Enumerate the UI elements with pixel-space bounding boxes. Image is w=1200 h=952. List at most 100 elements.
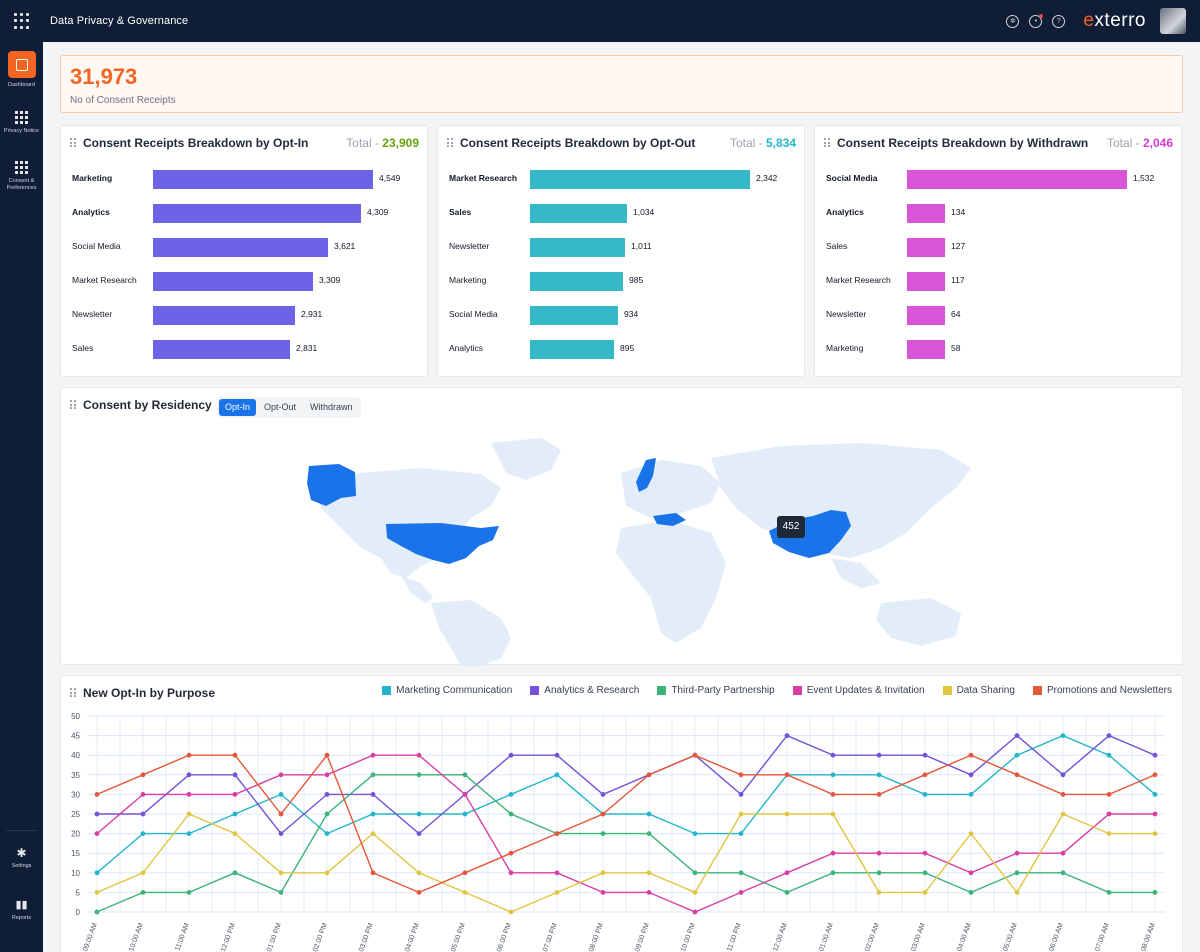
bar[interactable]: [907, 204, 945, 223]
sidebar-item-privacy-notice[interactable]: Privacy Notice: [0, 110, 43, 135]
card-title: Consent Receipts Breakdown by Opt-In: [83, 136, 309, 150]
bar-row[interactable]: Sales 2,831: [72, 340, 422, 359]
sidebar-item-settings[interactable]: ✱ Settings: [0, 847, 43, 870]
apps-grid-icon[interactable]: [14, 13, 30, 29]
bar[interactable]: [153, 272, 313, 291]
data-point: [600, 831, 606, 836]
data-point: [232, 870, 238, 876]
series-line: [96, 754, 1155, 913]
bar-value: 64: [951, 309, 961, 319]
sidebar-item-label: Reports: [11, 915, 32, 921]
bar-row[interactable]: Market Research 2,342: [449, 170, 799, 189]
drag-handle-icon[interactable]: [824, 138, 830, 148]
data-point: [876, 890, 882, 895]
data-point: [876, 752, 882, 758]
data-point: [462, 772, 468, 778]
data-point: [692, 909, 698, 915]
data-point: [462, 890, 468, 895]
data-point: [462, 870, 468, 876]
data-point: [784, 870, 790, 876]
bar-row[interactable]: Newsletter 64: [826, 306, 1176, 325]
tab-opt-out[interactable]: Opt-Out: [264, 402, 297, 412]
bar[interactable]: [530, 272, 623, 291]
y-tick-label: 30: [71, 790, 80, 799]
x-tick-label: 04:00 AM: [956, 922, 973, 952]
data-point: [462, 811, 468, 817]
world-map[interactable]: [61, 388, 1184, 666]
bar-row[interactable]: Marketing 58: [826, 340, 1176, 359]
bar-row[interactable]: Sales 1,034: [449, 204, 799, 223]
legend-item[interactable]: Promotions and Newsletters: [1032, 685, 1172, 696]
bar[interactable]: [153, 204, 361, 223]
bar[interactable]: [907, 238, 945, 257]
tab-opt-in[interactable]: Opt-In: [219, 399, 257, 416]
bar[interactable]: [153, 306, 295, 325]
y-tick-label: 15: [71, 849, 80, 858]
bar[interactable]: [153, 340, 290, 359]
bar-value: 3,309: [319, 275, 341, 285]
bar-label: Newsletter: [72, 309, 113, 319]
bar-row[interactable]: Market Research 3,309: [72, 272, 422, 291]
legend-item[interactable]: Third-Party Partnership: [657, 685, 775, 696]
bar[interactable]: [530, 306, 618, 325]
bell-icon[interactable]: •: [1029, 13, 1044, 28]
bar-row[interactable]: Marketing 4,549: [72, 170, 422, 189]
legend-item[interactable]: Event Updates & Invitation: [792, 685, 925, 696]
bar[interactable]: [907, 306, 945, 325]
bar[interactable]: [530, 170, 750, 189]
data-point: [370, 811, 376, 817]
drag-handle-icon[interactable]: [70, 688, 76, 698]
x-tick-label: 11:00 PM: [726, 922, 743, 952]
country-alaska: [307, 464, 356, 506]
y-tick-label: 5: [76, 888, 81, 897]
bar-row[interactable]: Newsletter 2,931: [72, 306, 422, 325]
bar-value: 895: [620, 343, 635, 353]
data-point: [646, 831, 652, 836]
avatar[interactable]: [1160, 8, 1186, 34]
kpi-card: 31,973 No of Consent Receipts: [60, 55, 1183, 113]
legend-swatch: [1032, 686, 1042, 695]
bar[interactable]: [907, 340, 945, 359]
x-tick-label: 03:00 PM: [358, 922, 375, 952]
data-point: [1060, 850, 1066, 856]
sidebar-item-reports[interactable]: ▮▮ Reports: [0, 900, 43, 922]
legend-item[interactable]: Analytics & Research: [530, 685, 639, 696]
sidebar-divider: [6, 830, 38, 831]
bar-row[interactable]: Analytics 895: [449, 340, 799, 359]
grid-icon: [15, 160, 29, 174]
bar[interactable]: [530, 340, 614, 359]
bar-row[interactable]: Social Media 3,621: [72, 238, 422, 257]
bar[interactable]: [530, 204, 627, 223]
bar[interactable]: [907, 170, 1127, 189]
sidebar-item-dashboard[interactable]: Dashboard: [0, 51, 43, 89]
legend-item[interactable]: Marketing Communication: [382, 685, 512, 696]
drag-handle-icon[interactable]: [70, 138, 76, 148]
drag-handle-icon[interactable]: [447, 138, 453, 148]
legend-item[interactable]: Data Sharing: [942, 685, 1015, 696]
bar[interactable]: [153, 238, 328, 257]
bar[interactable]: [153, 170, 373, 189]
bar-row[interactable]: Analytics 4,309: [72, 204, 422, 223]
total-prefix: Total -: [1106, 136, 1140, 150]
bar-row[interactable]: Sales 127: [826, 238, 1176, 257]
data-point: [554, 890, 560, 895]
data-point: [278, 831, 284, 836]
bar-row[interactable]: Analytics 134: [826, 204, 1176, 223]
data-point: [876, 792, 882, 797]
gear-icon[interactable]: ✲: [1006, 14, 1020, 28]
bar-label: Marketing: [826, 343, 864, 353]
bar-row[interactable]: Market Research 117: [826, 272, 1176, 291]
data-point: [370, 831, 376, 836]
tab-withdrawn[interactable]: Withdrawn: [310, 402, 353, 412]
y-tick-label: 10: [71, 869, 80, 878]
help-icon[interactable]: ?: [1052, 14, 1066, 28]
bar-row[interactable]: Social Media 1,532: [826, 170, 1176, 189]
bar-row[interactable]: Newsletter 1,011: [449, 238, 799, 257]
bar-row[interactable]: Marketing 985: [449, 272, 799, 291]
drag-handle-icon[interactable]: [70, 400, 76, 410]
bar-row[interactable]: Social Media 934: [449, 306, 799, 325]
bar[interactable]: [530, 238, 625, 257]
legend-label: Promotions and Newsletters: [1046, 685, 1172, 696]
bar[interactable]: [907, 272, 945, 291]
sidebar-item-consent-preferences[interactable]: Consent & Preferences: [0, 160, 43, 192]
